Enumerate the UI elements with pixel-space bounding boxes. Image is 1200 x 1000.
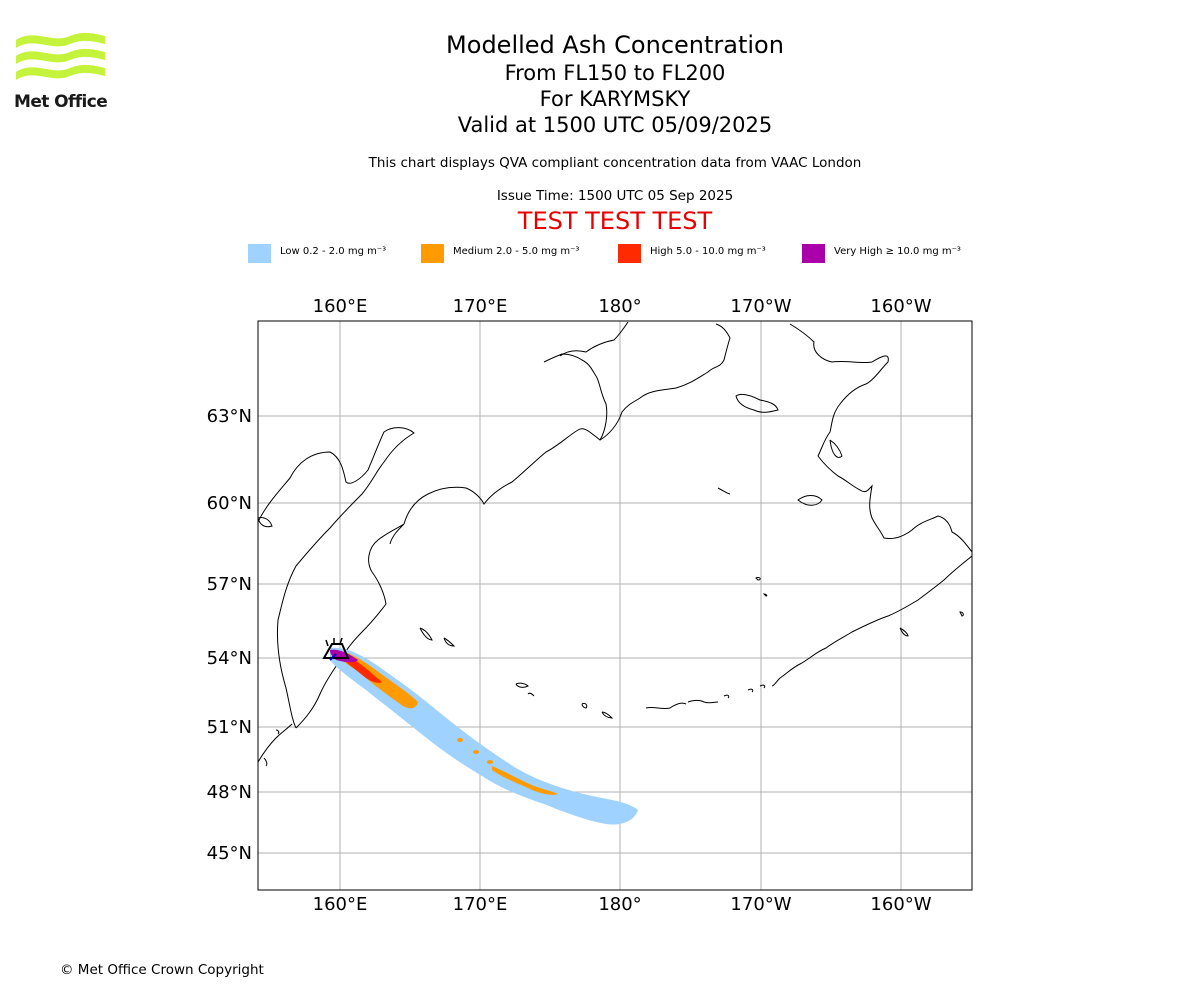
lon-label-bottom-170e: 170°E — [453, 894, 508, 915]
coastline-commander-2 — [443, 637, 456, 647]
logo-waves-icon — [16, 32, 105, 80]
gridlines — [258, 321, 972, 890]
volcano-name: For KARYMSKY — [539, 87, 691, 111]
legend-label-high: High 5.0 - 10.0 mg m⁻³ — [650, 246, 766, 257]
coastline-kodiak — [899, 627, 909, 637]
coastline-kamchatka — [258, 427, 415, 729]
ash-medium-band-2 — [492, 766, 558, 795]
lon-label-top-170e: 170°E — [453, 296, 508, 317]
coastline-kamchatka-east — [295, 523, 405, 729]
lat-label-57n: 57°N — [207, 574, 252, 595]
coastline-alaska-west — [789, 323, 972, 553]
legend-swatch-low — [248, 244, 271, 263]
lon-label-bottom-170w: 170°W — [730, 894, 791, 915]
lon-label-bottom-160w: 160°W — [870, 894, 931, 915]
coastline-kuril-2 — [263, 757, 268, 767]
compliance-note: This chart displays QVA compliant concen… — [368, 155, 862, 171]
legend-label-low: Low 0.2 - 2.0 mg m⁻³ — [280, 246, 387, 257]
map-frame — [257, 320, 973, 891]
lon-label-top-160e: 160°E — [313, 296, 368, 317]
coastline-aleutian-5 — [645, 702, 687, 710]
coastline-kuril — [258, 723, 293, 763]
valid-time: Valid at 1500 UTC 05/09/2025 — [457, 113, 773, 137]
lon-label-bottom-160e: 160°E — [313, 894, 368, 915]
coastlines — [258, 321, 972, 767]
ash-medium-spot-1 — [457, 738, 463, 742]
ash-medium-spot-3 — [487, 760, 493, 764]
coastline-st-lawrence — [735, 393, 779, 413]
lon-label-top-170w: 170°W — [730, 296, 791, 317]
lon-label-bottom-180: 180° — [598, 894, 641, 915]
coastline-small-island — [762, 593, 768, 597]
coastline-alaska-inlet — [829, 439, 843, 458]
lat-label-45n: 45°N — [207, 843, 252, 864]
legend-label-medium: Medium 2.0 - 5.0 mg m⁻³ — [453, 246, 580, 257]
volcano-marker — [322, 637, 350, 661]
coastline-aleutian-1 — [515, 682, 529, 688]
coastline-small-island-3 — [959, 611, 964, 617]
flight-levels: From FL150 to FL200 — [504, 61, 726, 85]
coastline-aleutian-9 — [759, 684, 766, 689]
coastline-aleutian-2 — [527, 692, 535, 697]
coastline-okhotsk-north — [403, 353, 608, 525]
met-office-logo: Met Office — [14, 30, 109, 112]
coastline-nunivak — [797, 495, 823, 506]
title-block: Modelled Ash Concentration From FL150 to… — [240, 30, 990, 235]
legend-swatch-very-high — [802, 244, 825, 263]
legend-swatch-high — [618, 244, 641, 263]
ash-medium-spot-2 — [473, 750, 479, 754]
ash-very-high-region — [330, 649, 358, 663]
coastline-aleutian-7 — [723, 694, 730, 699]
coastline-chukotka — [599, 323, 731, 441]
coastline-aleutian-4 — [601, 711, 614, 719]
copyright: © Met Office Crown Copyright — [60, 962, 264, 978]
lat-label-63n: 63°N — [207, 406, 252, 427]
chart-title: Modelled Ash Concentration — [446, 31, 784, 59]
coastline-aleutian-8 — [747, 688, 754, 693]
lat-label-60n: 60°N — [207, 493, 252, 514]
coastline-commander-1 — [419, 627, 433, 641]
issue-time: Issue Time: 1500 UTC 05 Sep 2025 — [496, 188, 734, 204]
ash-low-region — [330, 647, 638, 825]
lat-label-54n: 54°N — [207, 648, 252, 669]
test-banner: TEST TEST TEST — [517, 207, 713, 235]
legend-swatch-medium — [421, 244, 444, 263]
coastline-small-island-2 — [717, 487, 731, 495]
coastline-chukotka-west — [559, 321, 629, 357]
lat-label-51n: 51°N — [207, 717, 252, 738]
coastline-kuril-3 — [275, 729, 280, 735]
lon-label-top-160w: 160°W — [870, 296, 931, 317]
coastline-pribilof — [755, 576, 761, 581]
volcano-triangle-icon — [322, 643, 350, 659]
ash-plume — [330, 647, 638, 825]
coastline-aleutian-3 — [581, 703, 588, 709]
lat-label-48n: 48°N — [207, 782, 252, 803]
logo-label: Met Office — [14, 92, 108, 112]
coastline-aleutian-6 — [687, 700, 719, 704]
coastline-sakhalin — [258, 517, 273, 528]
coastline-alaska-peninsula — [771, 555, 972, 687]
legend-label-very-high: Very High ≥ 10.0 mg m⁻³ — [834, 246, 961, 257]
lon-label-top-180: 180° — [598, 296, 641, 317]
